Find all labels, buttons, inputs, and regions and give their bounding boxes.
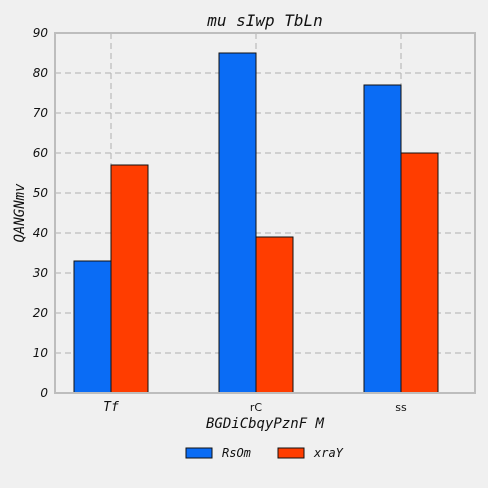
y-tick-label: 80 [33, 66, 49, 80]
legend-swatch-RsOm [185, 447, 213, 459]
y-tick-label: 90 [33, 26, 49, 40]
y-tick-labels: 0 10 20 30 40 50 60 70 80 90 [33, 26, 49, 400]
y-tick-label: 10 [33, 346, 49, 360]
x-tick-labels: Tf rC ss [103, 400, 407, 415]
y-axis-label: QANGNmv [12, 183, 28, 243]
legend-swatch-xraY [277, 447, 305, 459]
y-tick-label: 30 [33, 266, 49, 280]
bars [73, 52, 439, 394]
y-tick-label: 40 [33, 226, 49, 240]
y-tick-label: 60 [33, 146, 49, 160]
bar-RsOm-rC [218, 52, 257, 394]
bar-RsOm-Tf [73, 260, 112, 394]
bar-RsOm-ss [363, 84, 402, 394]
chart-title: mu sIwp TbLn [206, 11, 323, 30]
legend-label: xraY [313, 446, 344, 460]
bar-xraY-ss [400, 152, 439, 394]
y-tick-label: 20 [33, 306, 49, 320]
x-tick-label: rC [250, 401, 263, 414]
x-axis-label: BGDiCbqyPznF M [206, 416, 325, 432]
bar-xraY-rC [255, 236, 294, 394]
x-tick-label: Tf [103, 400, 119, 415]
y-tick-label: 50 [33, 186, 49, 200]
bar-xraY-Tf [110, 164, 149, 394]
y-tick-label: 0 [40, 386, 48, 400]
x-tick-label: ss [395, 401, 407, 414]
legend-label: RsOm [222, 446, 251, 460]
legend: RsOm xraY [185, 446, 344, 460]
y-tick-label: 70 [33, 106, 49, 120]
plot-frame [54, 32, 476, 394]
